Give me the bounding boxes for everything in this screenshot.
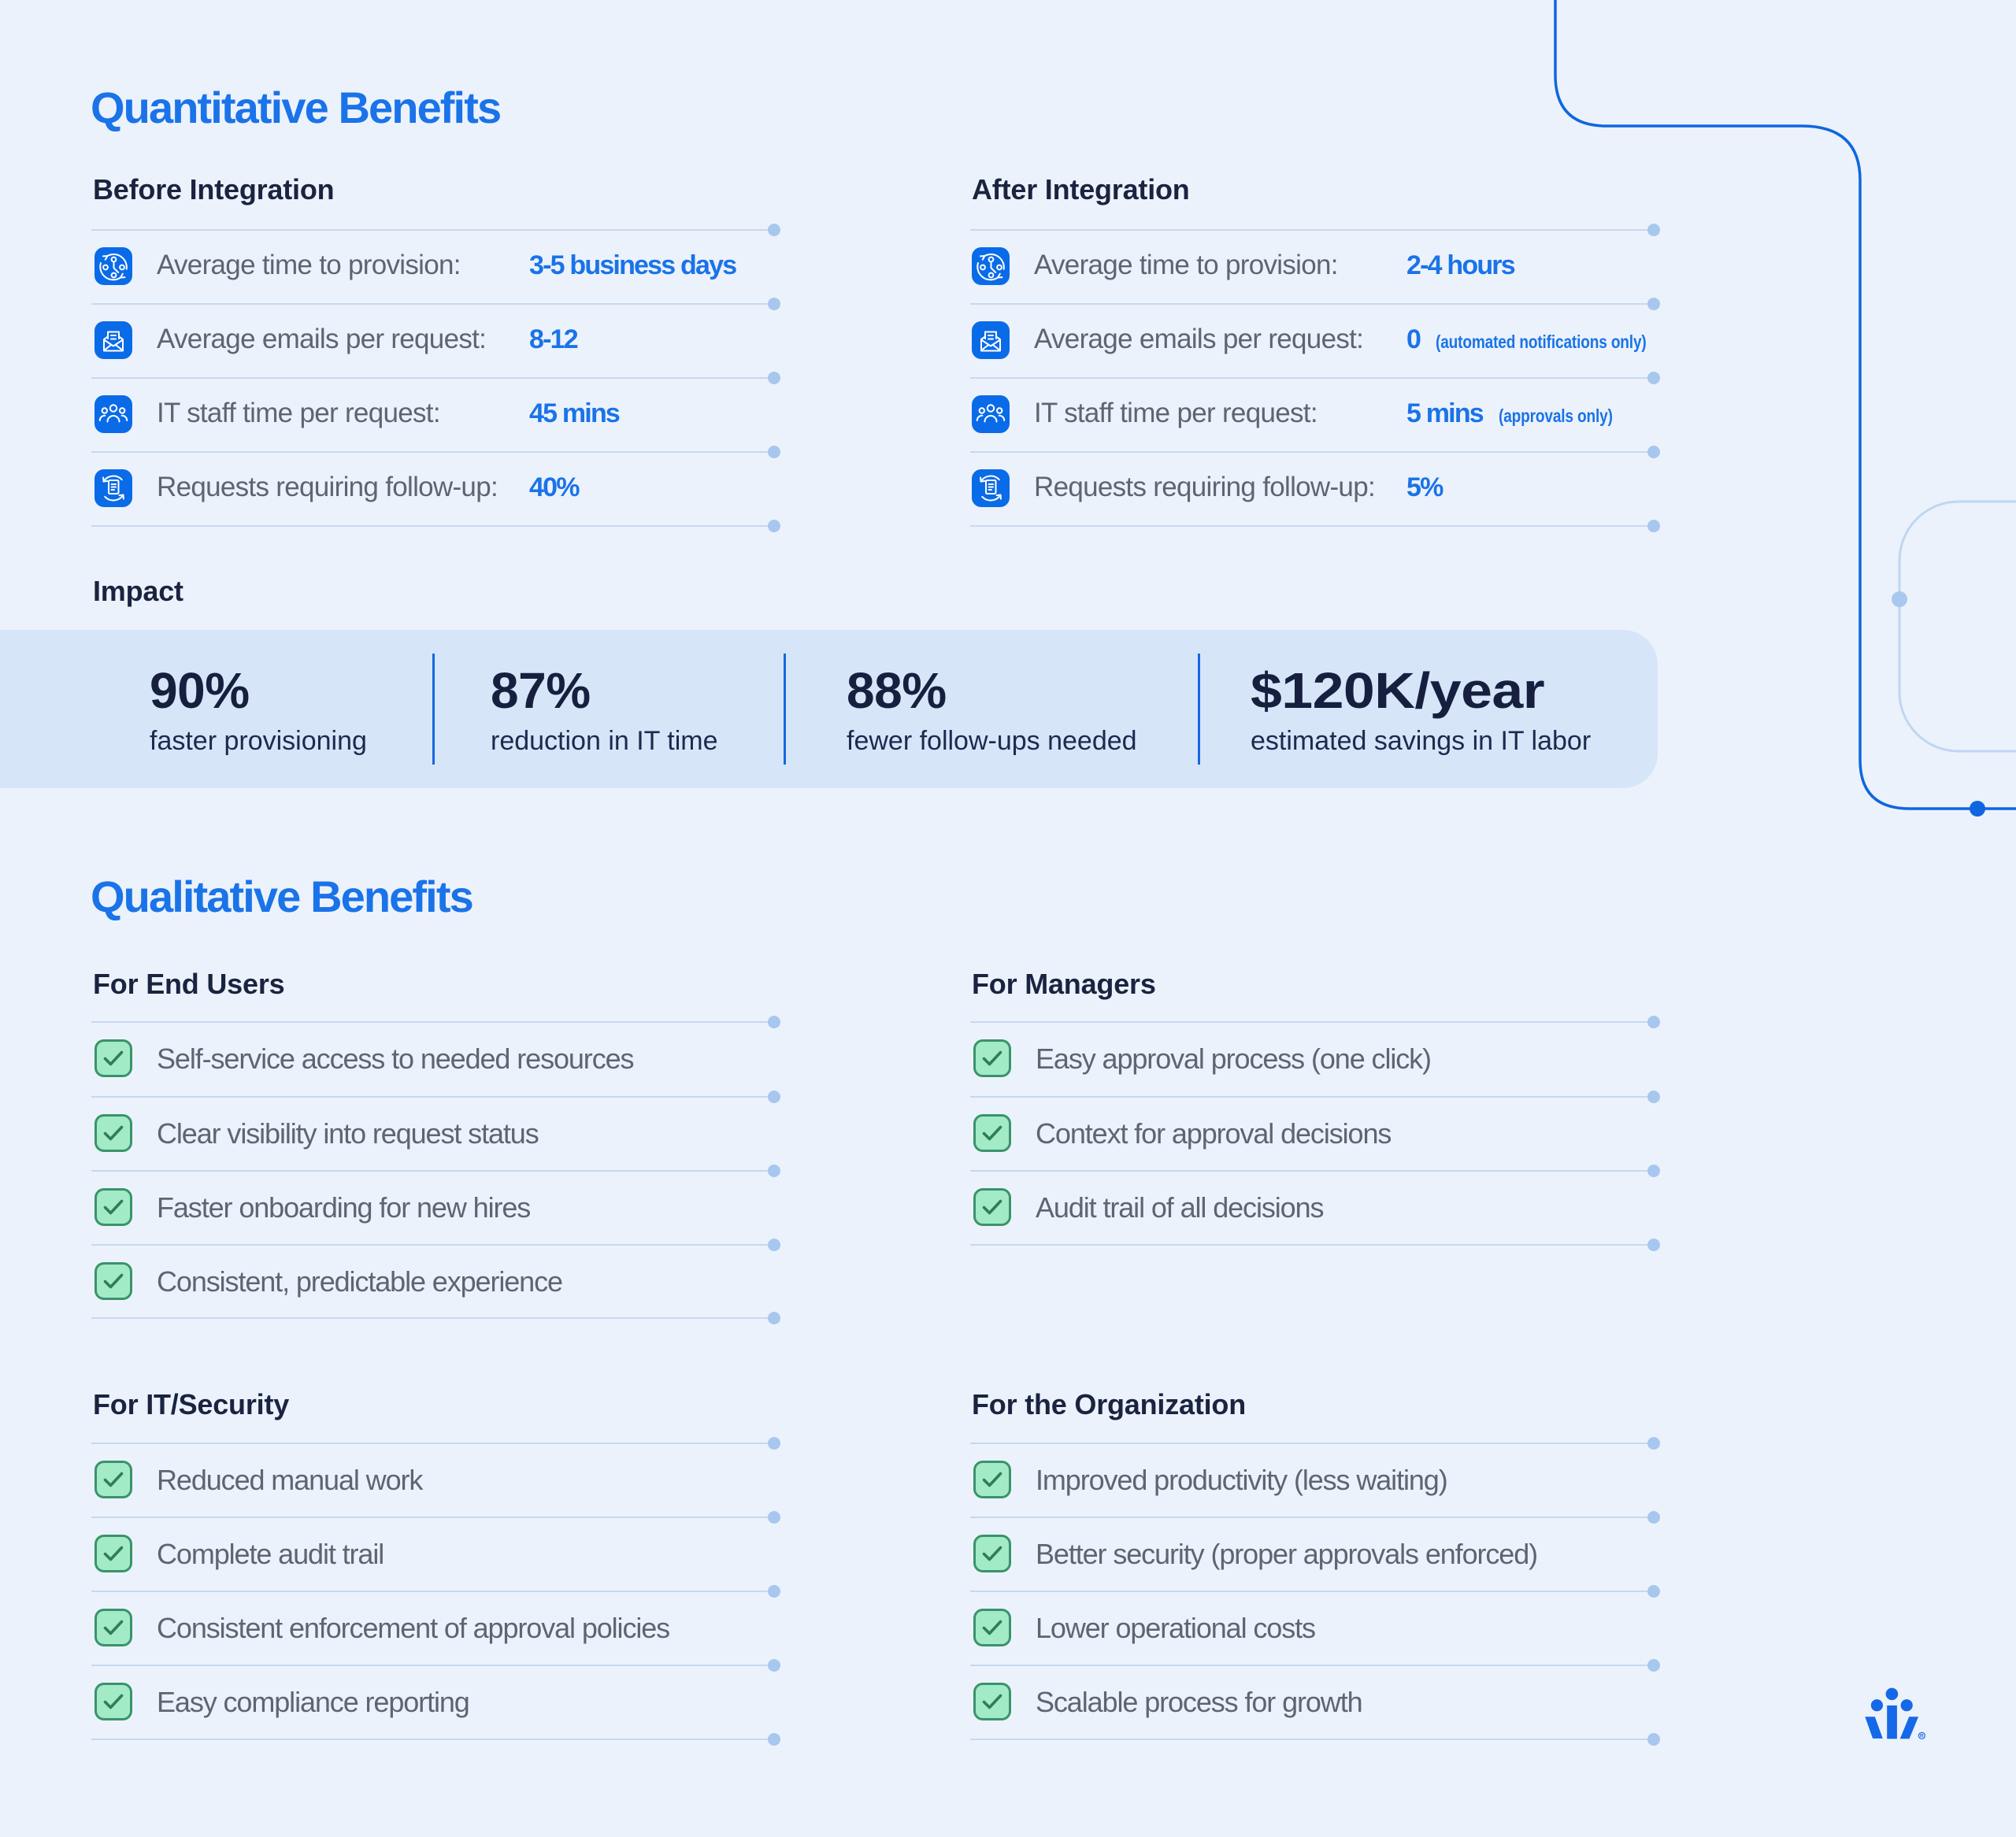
svg-text:R: R [1920, 1734, 1924, 1739]
